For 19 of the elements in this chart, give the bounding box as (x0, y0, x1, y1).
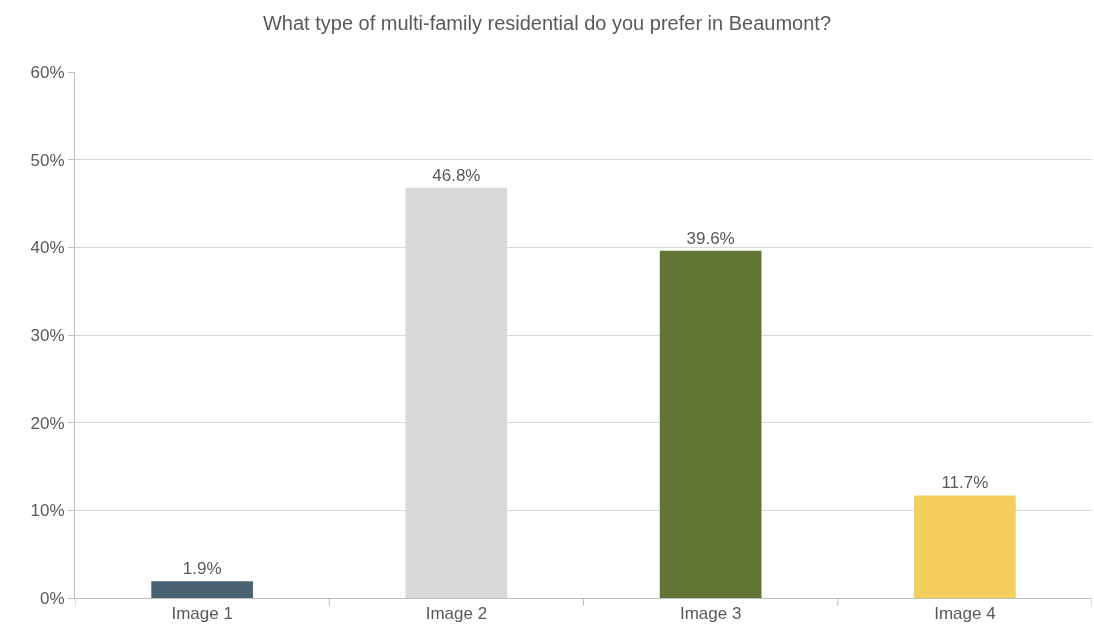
y-tick-label: 60% (30, 62, 65, 82)
bar (914, 495, 1016, 598)
x-tick-label: Image 4 (934, 604, 996, 624)
x-tick-label: Image 3 (679, 604, 742, 624)
chart-title: What type of multi-family residential do you prefer in Beaumont? (262, 11, 832, 34)
x-tick-label: Image 1 (171, 604, 233, 624)
data-label: 1.9% (182, 559, 222, 579)
y-tick-label: 10% (30, 501, 65, 521)
data-label: 39.6% (686, 228, 735, 248)
x-tick-label: Image 2 (425, 604, 488, 624)
bar (151, 581, 253, 598)
y-tick-label: 0% (40, 588, 65, 608)
bar (659, 250, 762, 598)
y-tick-label: 40% (30, 238, 65, 258)
y-tick-label: 50% (30, 150, 65, 170)
data-label: 46.8% (432, 165, 481, 185)
y-tick-label: 30% (30, 325, 65, 345)
y-tick-label: 20% (30, 413, 65, 433)
data-label: 11.7% (941, 473, 989, 493)
